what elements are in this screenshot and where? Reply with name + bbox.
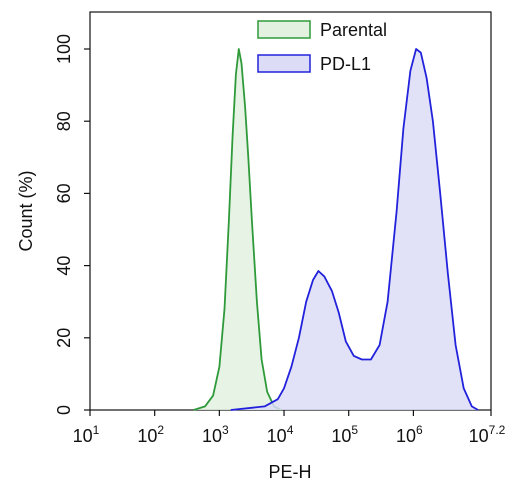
x-tick-label-2: 103 bbox=[202, 423, 229, 446]
legend-swatch-parental bbox=[257, 20, 311, 39]
y-tick-label-2: 40 bbox=[54, 256, 74, 276]
x-tick-label-3: 104 bbox=[267, 423, 294, 446]
x-tick-label-0: 101 bbox=[73, 423, 100, 446]
x-tick-label-1: 102 bbox=[137, 423, 164, 446]
y-tick-label-4: 80 bbox=[54, 111, 74, 131]
series-line-0 bbox=[193, 48, 282, 411]
y-tick-label-1: 20 bbox=[54, 328, 74, 348]
x-tick-label-5: 106 bbox=[396, 423, 423, 446]
legend: Parental PD-L1 bbox=[257, 20, 387, 74]
series-layer bbox=[193, 48, 479, 411]
series-line-1 bbox=[230, 48, 479, 411]
legend-label-parental: Parental bbox=[320, 20, 387, 40]
ticks-layer: 0 20 40 60 80 100 101 102 103 104 105 106 107.2 bbox=[54, 34, 506, 446]
y-axis-title: Count (%) bbox=[16, 170, 36, 251]
y-tick-label-3: 60 bbox=[54, 183, 74, 203]
y-tick-label-5: 100 bbox=[54, 34, 74, 64]
series-area-1 bbox=[230, 49, 479, 410]
x-tick-label-4: 105 bbox=[331, 423, 358, 446]
series-area-0 bbox=[193, 49, 282, 410]
x-axis-title: PE-H bbox=[268, 462, 311, 482]
x-tick-label-6: 107.2 bbox=[469, 423, 506, 446]
legend-label-pdl1: PD-L1 bbox=[320, 54, 371, 74]
legend-swatch-pdl1 bbox=[257, 54, 311, 73]
y-tick-label-0: 0 bbox=[54, 405, 74, 415]
